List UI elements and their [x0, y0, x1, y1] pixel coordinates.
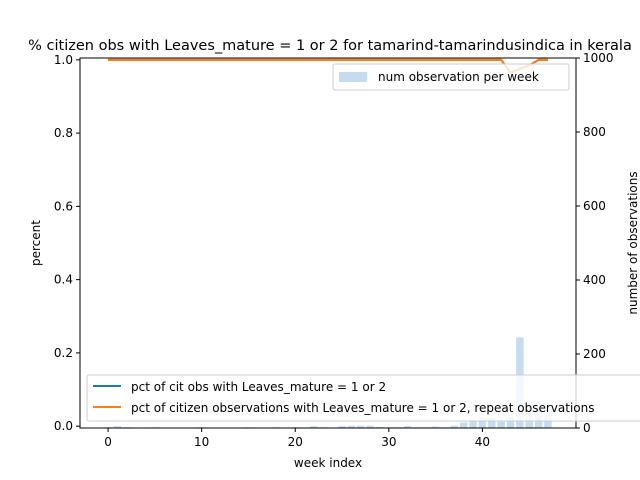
bar	[431, 426, 440, 428]
bar	[113, 426, 122, 428]
x-tick-label: 20	[288, 435, 303, 449]
y-tick-label: 0.4	[54, 273, 73, 287]
x-axis-label: week index	[294, 456, 362, 470]
bar	[459, 422, 468, 428]
legend-lower-box	[86, 374, 640, 422]
y2-tick-label: 1000	[583, 51, 614, 65]
legend-line-label-cit: pct of cit obs with Leaves_mature = 1 or…	[131, 380, 386, 394]
y2-axis-label: number of observations	[626, 171, 640, 314]
y-tick-label: 0.2	[54, 346, 73, 360]
legend-bar-label: num observation per week	[378, 70, 539, 84]
y2-tick-label: 800	[583, 125, 606, 139]
x-tick-label: 40	[475, 435, 490, 449]
x-tick-label: 0	[104, 435, 112, 449]
legend-bar-swatch	[339, 72, 367, 82]
bar	[366, 425, 374, 428]
bar	[403, 426, 412, 428]
y2-tick-label: 600	[583, 199, 606, 213]
y-tick-label: 1.0	[54, 53, 73, 67]
bar	[338, 426, 346, 428]
y-tick-label: 0.0	[54, 419, 73, 433]
bar	[357, 425, 365, 428]
chart-title: % citizen obs with Leaves_mature = 1 or …	[28, 38, 632, 54]
bar	[375, 426, 384, 428]
legend-line-label-repeat: pct of citizen observations with Leaves_…	[131, 401, 594, 415]
bar	[488, 418, 496, 428]
y-axis-label: percent	[29, 220, 43, 266]
legend-upper: num observation per week	[332, 63, 570, 91]
x-tick-label: 30	[381, 435, 396, 449]
y-tick-label: 0.8	[54, 126, 73, 140]
y-tick-label: 0.6	[54, 199, 73, 213]
ticks-layer: 0 10 20 30 40 0.0 0.2 0.4 0.6 0.8 1.0 0 200 400 600 800…	[54, 51, 614, 449]
y2-tick-label: 200	[583, 347, 606, 361]
legend-upper-box	[332, 63, 570, 91]
bar	[497, 421, 505, 428]
x-tick-label: 10	[194, 435, 209, 449]
bar	[478, 417, 487, 428]
bar	[450, 425, 459, 428]
y2-tick-label: 400	[583, 273, 606, 287]
bar	[310, 426, 318, 428]
bar	[506, 417, 515, 428]
plot-frame	[79, 57, 577, 429]
y2-tick-label: 0	[583, 421, 591, 435]
bar	[469, 420, 477, 428]
legend-lower: pct of cit obs with Leaves_mature = 1 or…	[86, 374, 640, 422]
bar	[347, 425, 356, 428]
